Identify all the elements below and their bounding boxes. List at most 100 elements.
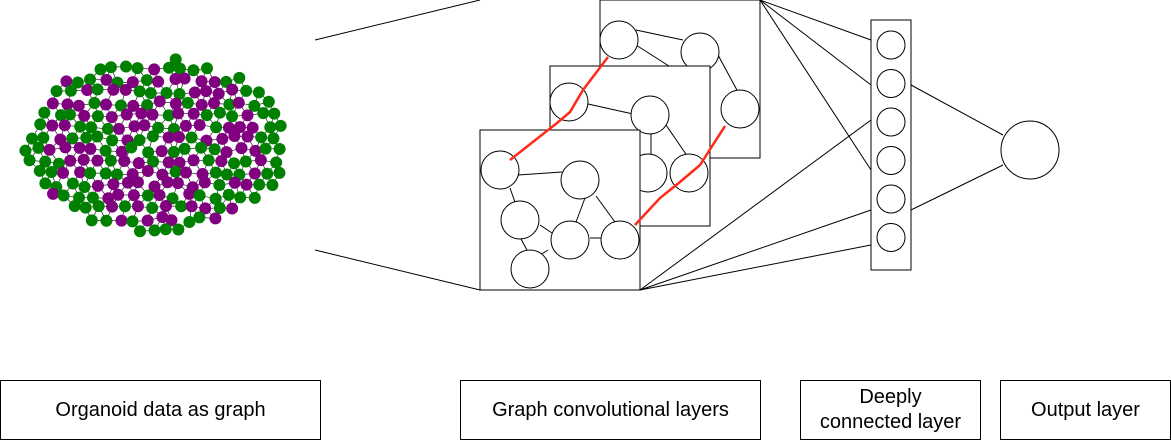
dense-to-output-connections <box>910 84 1004 211</box>
organoid-node-green <box>146 201 159 214</box>
connection-line <box>910 84 1004 136</box>
organoid-node-purple <box>169 97 182 110</box>
organoid-node-purple <box>228 176 241 189</box>
organoid-node-purple <box>153 189 166 202</box>
organoid-node-purple <box>120 108 133 121</box>
organoid-node-green <box>163 61 176 74</box>
organoid-node-purple <box>226 202 239 215</box>
graph-edge <box>595 195 616 223</box>
organoid-node-green <box>195 141 208 154</box>
organoid-node-green <box>173 62 186 75</box>
organoid-node-purple <box>195 75 208 88</box>
organoid-node-green <box>147 155 160 168</box>
organoid-node-purple <box>240 178 253 191</box>
organoid-graph <box>19 53 287 238</box>
organoid-node-green <box>209 166 222 179</box>
graph-node <box>680 32 720 72</box>
organoid-node-green <box>79 201 92 214</box>
projection-lines <box>314 0 481 291</box>
organoid-node-green <box>45 166 58 179</box>
organoid-node-green <box>84 167 97 180</box>
organoid-node-purple <box>132 157 145 170</box>
organoid-node-green <box>131 62 144 75</box>
dense-neuron <box>876 223 906 252</box>
organoid-node-purple <box>215 155 228 168</box>
organoid-node-purple <box>138 119 151 132</box>
organoid-node-purple <box>43 143 56 156</box>
organoid-node-purple <box>74 166 87 179</box>
organoid-node-green <box>85 214 98 227</box>
graph-node <box>599 20 639 60</box>
graph-edge <box>519 236 529 253</box>
organoid-node-green <box>141 189 154 202</box>
organoid-node-purple <box>131 176 144 189</box>
organoid-node-purple <box>118 155 131 168</box>
graph-edge <box>717 54 739 93</box>
organoid-node-green <box>39 177 52 190</box>
connection-line <box>759 0 872 171</box>
organoid-node-green <box>50 85 63 98</box>
organoid-node-purple <box>152 75 165 88</box>
highlight-path-right <box>634 125 727 226</box>
organoid-node-purple <box>127 99 140 112</box>
organoid-node-green <box>99 167 112 180</box>
organoid-node-green <box>234 191 247 204</box>
organoid-node-purple <box>72 99 85 112</box>
organoid-node-green <box>169 53 182 66</box>
organoid-node-purple <box>188 86 201 99</box>
organoid-node-purple <box>172 107 185 120</box>
label-graph-conv-layers-text: Graph convolutional layers <box>492 398 729 421</box>
organoid-node-green <box>266 179 279 192</box>
organoid-node-green <box>19 144 32 157</box>
organoid-node-purple <box>112 122 125 135</box>
organoid-node-purple <box>172 130 185 143</box>
organoid-node-green <box>175 200 188 213</box>
organoid-node-green <box>94 63 107 76</box>
organoid-node-green <box>125 141 138 154</box>
label-dense-layer-line2: connected layer <box>819 411 962 433</box>
organoid-node-green <box>220 168 233 181</box>
organoid-node-green <box>91 130 104 143</box>
organoid-node-green <box>169 165 182 178</box>
organoid-node-green <box>162 109 175 122</box>
organoid-node-purple <box>112 188 125 201</box>
organoid-node-purple <box>58 119 71 132</box>
organoid-node-green <box>273 166 286 179</box>
organoid-node-green <box>104 61 117 74</box>
organoid-node-purple <box>199 202 212 215</box>
organoid-node-purple <box>212 87 225 100</box>
organoid-node-purple <box>183 187 196 200</box>
highlight-path-left <box>509 56 609 161</box>
dense-neuron <box>876 146 906 175</box>
organoid-node-green <box>39 155 52 168</box>
organoid-node-purple <box>99 98 112 111</box>
organoid-node-green <box>140 74 153 87</box>
organoid-node-green <box>141 99 154 112</box>
organoid-node-green <box>178 142 191 155</box>
organoid-node-green <box>33 164 46 177</box>
label-dense-layer: Deeply connected layer <box>800 380 981 440</box>
projection-line-bottom <box>314 249 481 291</box>
organoid-node-green <box>159 223 172 236</box>
dense-layer <box>870 19 912 271</box>
organoid-node-green <box>144 87 157 100</box>
organoid-node-purple <box>59 141 72 154</box>
organoid-node-purple <box>246 121 259 134</box>
organoid-node-purple <box>226 83 239 96</box>
organoid-node-green <box>80 131 93 144</box>
organoid-node-purple <box>128 120 141 133</box>
organoid-node-green <box>257 107 270 120</box>
organoid-node-purple <box>146 108 159 121</box>
organoid-node-green <box>66 132 79 145</box>
organoid-node-purple <box>220 146 233 159</box>
organoid-node-green <box>173 87 186 100</box>
organoid-node-green <box>193 189 206 202</box>
organoid-node-purple <box>178 72 191 85</box>
organoid-node-purple <box>126 76 139 89</box>
projection-line-top <box>314 0 481 41</box>
organoid-node-purple <box>173 156 186 169</box>
organoid-node-green <box>91 83 104 96</box>
organoid-node-green <box>88 97 101 110</box>
organoid-node-green <box>32 141 45 154</box>
